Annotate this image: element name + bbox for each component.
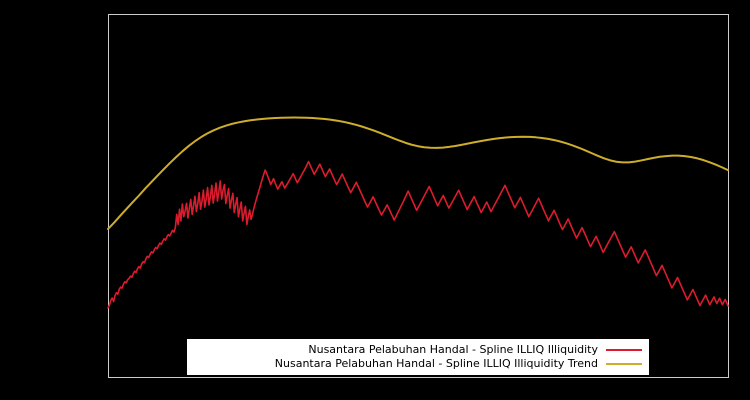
legend-entry-trend: Nusantara Pelabuhan Handal - Spline ILLI… (188, 357, 648, 371)
legend-swatch-trend (606, 363, 642, 365)
chart-legend: Nusantara Pelabuhan Handal - Spline ILLI… (187, 339, 649, 375)
legend-entry-illiquidity: Nusantara Pelabuhan Handal - Spline ILLI… (188, 343, 648, 357)
legend-swatch-illiquidity (606, 349, 642, 351)
legend-label-trend: Nusantara Pelabuhan Handal - Spline ILLI… (274, 357, 598, 370)
series-line-trend (107, 116, 729, 230)
legend-label-illiquidity: Nusantara Pelabuhan Handal - Spline ILLI… (308, 343, 598, 356)
series-line-illiquidity (107, 160, 729, 309)
plot-border (108, 14, 729, 378)
